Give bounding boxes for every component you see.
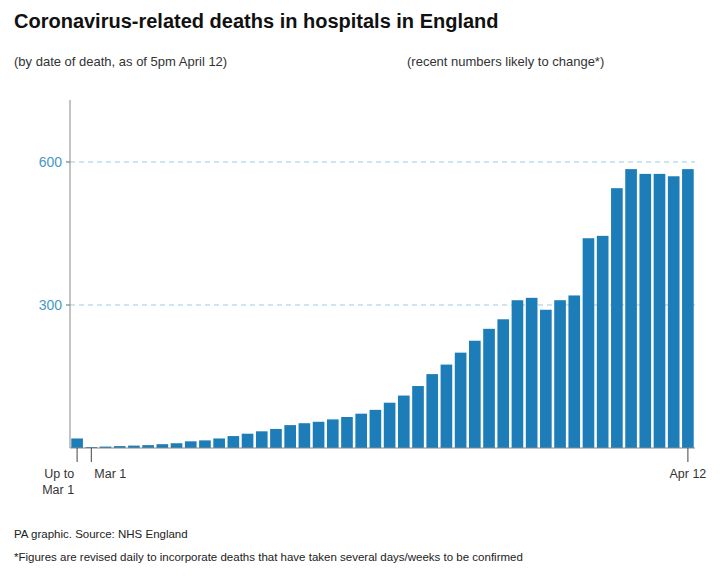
- bar: [426, 374, 438, 448]
- y-tick: [66, 161, 70, 162]
- y-axis: [70, 100, 71, 448]
- bar: [355, 414, 367, 448]
- bar: [412, 386, 424, 448]
- bar: [327, 419, 339, 448]
- footnote: PA graphic. Source: NHS England: [14, 528, 188, 540]
- bar: [228, 436, 240, 448]
- chart: Coronavirus-related deaths in hospitals …: [0, 0, 720, 586]
- bar: [668, 176, 680, 448]
- bar: [583, 238, 595, 448]
- bar: [597, 236, 609, 448]
- bar: [313, 422, 325, 448]
- bar: [483, 329, 495, 448]
- bar: [242, 434, 254, 448]
- subtitle: (by date of death, as of 5pm April 12): [14, 54, 227, 69]
- bar: [568, 295, 580, 448]
- x-tick-label: Apr 12: [669, 467, 706, 481]
- footnote: *Figures are revised daily to incorporat…: [14, 551, 523, 563]
- bar: [497, 319, 509, 448]
- bar: [284, 425, 296, 448]
- bar: [256, 431, 268, 448]
- bar: [370, 410, 382, 448]
- bar: [526, 298, 538, 448]
- bar: [682, 169, 694, 448]
- y-tick: [66, 304, 70, 305]
- bar: [199, 440, 211, 448]
- bar: [398, 396, 410, 448]
- bar: [554, 300, 566, 448]
- bars: [71, 169, 693, 448]
- bar: [469, 341, 481, 448]
- bar: [71, 438, 83, 448]
- bar: [625, 169, 637, 448]
- x-tick: [687, 448, 688, 462]
- bar: [441, 365, 453, 448]
- subtitle: (recent numbers likely to change*): [407, 54, 604, 69]
- bar: [384, 403, 396, 448]
- bar: [639, 174, 651, 448]
- y-tick-label: 300: [39, 297, 63, 313]
- grid-line: [70, 161, 695, 162]
- bar: [171, 443, 183, 448]
- bar: [299, 423, 311, 448]
- bar: [185, 441, 197, 448]
- y-tick-label: 600: [39, 154, 63, 170]
- x-axis: [70, 448, 695, 449]
- bar: [512, 300, 524, 448]
- title: Coronavirus-related deaths in hospitals …: [14, 10, 499, 32]
- chart-container: Coronavirus-related deaths in hospitals …: [0, 0, 720, 586]
- bar: [654, 174, 666, 448]
- x-tick-label: Mar 1: [94, 467, 126, 481]
- bar: [611, 188, 623, 448]
- x-tick: [77, 448, 78, 462]
- bar: [157, 444, 169, 448]
- x-tick: [91, 448, 92, 462]
- bar: [540, 310, 552, 448]
- bar: [341, 417, 353, 448]
- bar: [455, 353, 467, 448]
- x-tick-label: Up toMar 1: [42, 467, 74, 497]
- bar: [213, 438, 225, 448]
- bar: [270, 429, 282, 448]
